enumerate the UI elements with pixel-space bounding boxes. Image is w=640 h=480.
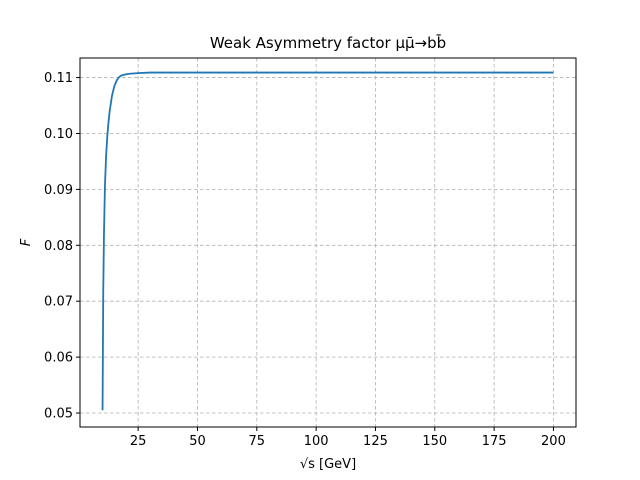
y-axis-label: F <box>19 238 34 246</box>
x-tick-label: 175 <box>482 434 507 449</box>
x-tick-label: 75 <box>249 434 266 449</box>
grid <box>80 58 576 427</box>
y-tick-label: 0.07 <box>44 295 73 310</box>
x-tick-label: 100 <box>304 434 329 449</box>
x-axis-ticks: 25 50 75 100 125 150 175 200 <box>130 427 566 449</box>
x-tick-label: 25 <box>130 434 147 449</box>
chart-title: Weak Asymmetry factor μμ̄→bb̄ <box>210 33 446 52</box>
y-axis-ticks: 0.05 0.06 0.07 0.08 0.09 0.10 0.11 <box>44 71 80 422</box>
y-tick-label: 0.09 <box>44 183 73 198</box>
x-tick-label: 125 <box>363 434 388 449</box>
y-tick-label: 0.05 <box>44 407 73 422</box>
x-tick-label: 150 <box>422 434 447 449</box>
x-axis-label: √s [GeV] <box>300 457 356 472</box>
y-tick-label: 0.11 <box>44 71 73 86</box>
y-tick-label: 0.06 <box>44 351 73 366</box>
y-tick-label: 0.08 <box>44 239 73 254</box>
x-tick-label: 200 <box>541 434 566 449</box>
y-tick-label: 0.10 <box>44 127 73 142</box>
axes-frame <box>79 57 577 428</box>
series-layer <box>101 71 554 411</box>
series-line <box>101 71 554 411</box>
x-tick-label: 50 <box>189 434 206 449</box>
